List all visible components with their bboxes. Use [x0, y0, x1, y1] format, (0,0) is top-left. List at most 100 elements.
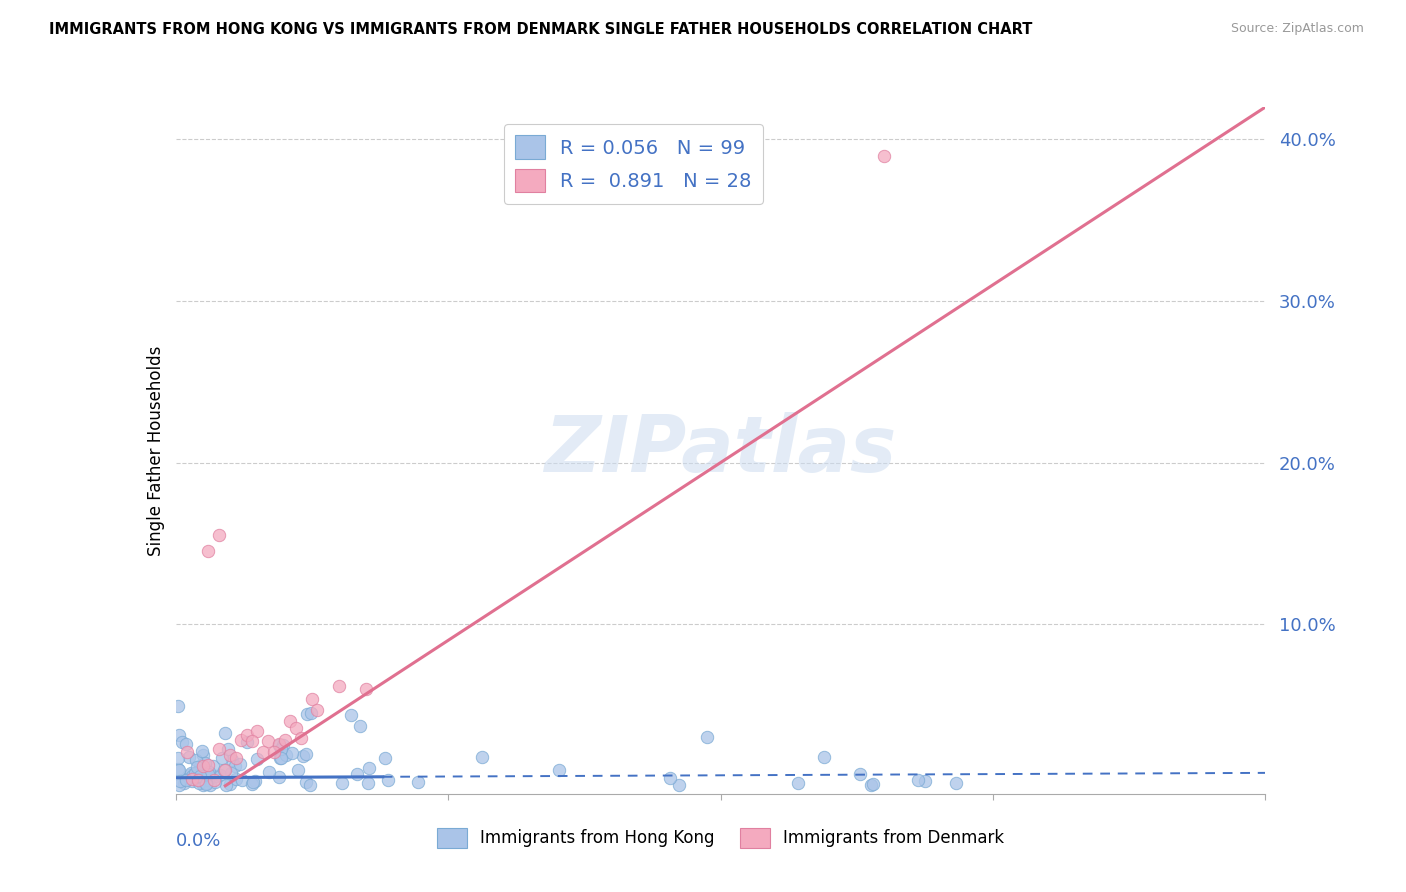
- Point: [179, 768, 201, 782]
- Point: [208, 528, 231, 542]
- Point: [914, 774, 936, 789]
- Point: [257, 734, 280, 748]
- Point: [235, 728, 257, 742]
- Point: [270, 751, 292, 765]
- Point: [186, 759, 208, 773]
- Point: [167, 728, 190, 742]
- Point: [340, 707, 363, 722]
- Point: [194, 756, 217, 770]
- Point: [873, 148, 896, 162]
- Point: [813, 750, 835, 764]
- Point: [191, 775, 214, 789]
- Point: [696, 730, 718, 744]
- Point: [194, 775, 217, 789]
- Point: [471, 750, 494, 764]
- Point: [184, 753, 207, 767]
- Point: [287, 764, 309, 778]
- Point: [208, 741, 231, 756]
- Point: [214, 726, 236, 740]
- Point: [269, 751, 291, 765]
- Point: [406, 775, 429, 789]
- Point: [167, 699, 190, 714]
- Point: [197, 758, 219, 772]
- Point: [218, 776, 240, 790]
- Point: [197, 544, 219, 558]
- Point: [284, 721, 307, 735]
- Text: ZIPatlas: ZIPatlas: [544, 412, 897, 489]
- Point: [274, 732, 297, 747]
- Point: [242, 774, 264, 789]
- Point: [191, 744, 214, 758]
- Point: [179, 749, 201, 764]
- Point: [211, 751, 233, 765]
- Point: [330, 776, 353, 790]
- Point: [231, 733, 253, 747]
- Point: [357, 761, 380, 775]
- Point: [231, 772, 253, 787]
- Point: [170, 735, 193, 749]
- Point: [860, 778, 883, 792]
- Point: [221, 753, 243, 767]
- Point: [201, 759, 224, 773]
- Point: [180, 769, 202, 783]
- Point: [787, 776, 810, 790]
- Point: [290, 731, 312, 745]
- Point: [214, 763, 236, 777]
- Text: Source: ZipAtlas.com: Source: ZipAtlas.com: [1230, 22, 1364, 36]
- Point: [176, 745, 198, 759]
- Point: [197, 772, 219, 787]
- Point: [281, 746, 304, 760]
- Point: [191, 759, 214, 773]
- Point: [849, 766, 872, 780]
- Point: [204, 774, 226, 789]
- Point: [176, 772, 198, 786]
- Point: [224, 759, 246, 773]
- Point: [204, 768, 226, 782]
- Point: [215, 778, 238, 792]
- Point: [295, 747, 318, 761]
- Point: [225, 751, 247, 765]
- Point: [356, 682, 378, 697]
- Point: [295, 775, 318, 789]
- Point: [181, 772, 204, 786]
- Point: [188, 764, 211, 778]
- Point: [195, 777, 218, 791]
- Point: [217, 742, 239, 756]
- Point: [181, 773, 204, 788]
- Point: [188, 759, 211, 773]
- Point: [328, 679, 350, 693]
- Text: IMMIGRANTS FROM HONG KONG VS IMMIGRANTS FROM DENMARK SINGLE FATHER HOUSEHOLDS CO: IMMIGRANTS FROM HONG KONG VS IMMIGRANTS …: [49, 22, 1032, 37]
- Point: [374, 751, 396, 765]
- Point: [307, 703, 329, 717]
- Point: [243, 773, 266, 788]
- Point: [225, 772, 247, 786]
- Point: [180, 765, 202, 780]
- Point: [246, 723, 269, 738]
- Point: [292, 748, 315, 763]
- Point: [167, 763, 190, 777]
- Point: [193, 778, 215, 792]
- Point: [246, 752, 269, 766]
- Point: [228, 757, 250, 772]
- Point: [191, 747, 214, 762]
- Point: [270, 742, 292, 756]
- Point: [174, 773, 197, 788]
- Point: [186, 772, 209, 787]
- Point: [197, 773, 219, 788]
- Point: [377, 772, 399, 787]
- Point: [269, 770, 291, 784]
- Point: [198, 765, 221, 780]
- Point: [240, 777, 263, 791]
- Point: [862, 777, 884, 791]
- Point: [263, 745, 285, 759]
- Point: [297, 706, 319, 721]
- Point: [276, 747, 298, 762]
- Point: [271, 738, 294, 752]
- Point: [193, 767, 215, 781]
- Point: [357, 775, 380, 789]
- Point: [257, 764, 280, 779]
- Text: 0.0%: 0.0%: [176, 831, 221, 850]
- Point: [183, 766, 205, 780]
- Point: [945, 775, 967, 789]
- Point: [202, 772, 225, 787]
